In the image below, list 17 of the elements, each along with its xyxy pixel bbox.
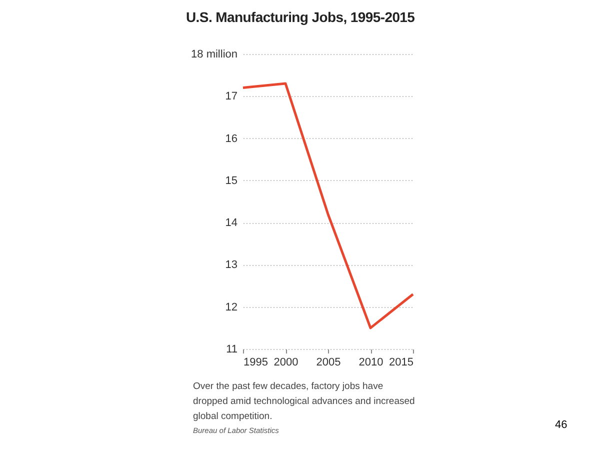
- y-tick-label: 18 million: [191, 48, 238, 60]
- y-tick-label: 11: [226, 344, 238, 356]
- text: Over the past few decades, factory jobs have dropped amid technological advances and increased global competition.: [193, 380, 416, 424]
- y-tick-label: 16: [225, 132, 238, 145]
- y-tick-label: 14: [225, 217, 238, 230]
- y-tick-label: 13: [225, 259, 238, 272]
- x-tick-label: 2005: [316, 356, 341, 368]
- y-tick-label: 12: [225, 301, 238, 314]
- line-series: [242, 82, 414, 330]
- chart-title: U.S. Manufacturing Jobs, 1995-2015: [186, 9, 415, 25]
- y-tick-label: 15: [225, 174, 238, 187]
- x-tick-label: 1995: [244, 356, 268, 368]
- x-tick-label: 2010: [358, 356, 384, 368]
- x-tick-label: 2015: [389, 356, 414, 368]
- y-tick-label: 17: [225, 90, 238, 103]
- x-tick-label: 2000: [274, 356, 298, 368]
- text: 46: [555, 419, 568, 431]
